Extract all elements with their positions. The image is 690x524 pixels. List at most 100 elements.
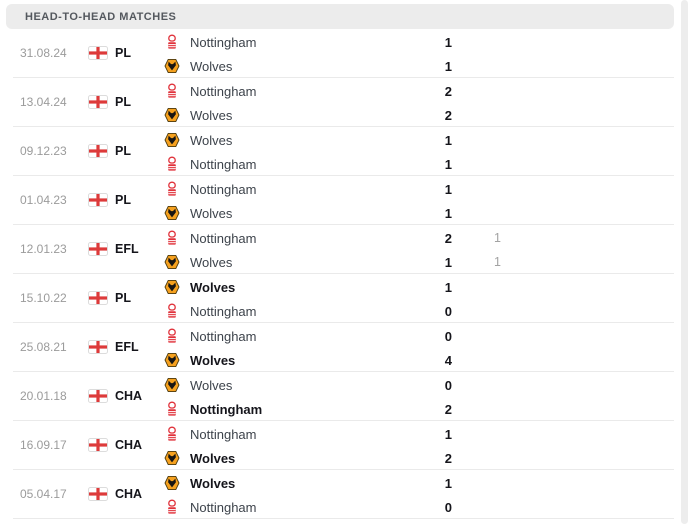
team-crest bbox=[164, 279, 180, 295]
team-name: Wolves bbox=[190, 132, 233, 148]
match-date: 15.10.22 bbox=[20, 291, 67, 305]
competition-wrap: PL bbox=[88, 95, 164, 109]
team-name: Nottingham bbox=[190, 401, 263, 417]
team-score: 1 bbox=[444, 475, 452, 491]
team-name: Nottingham bbox=[190, 328, 257, 344]
team-score: 1 bbox=[444, 181, 452, 197]
wolves-crest-icon bbox=[164, 475, 180, 491]
match-row[interactable]: 05.04.17 CHA bbox=[13, 470, 674, 519]
team-name: Nottingham bbox=[190, 34, 257, 50]
competition-label: PL bbox=[115, 95, 131, 109]
wolves-crest-icon bbox=[164, 279, 180, 295]
nottingham-crest-icon bbox=[168, 303, 176, 318]
team-score: 2 bbox=[444, 230, 452, 246]
competition-label: PL bbox=[115, 46, 131, 60]
competition-wrap: PL bbox=[88, 46, 164, 60]
team-score: 4 bbox=[444, 352, 452, 368]
competition-wrap: EFL bbox=[88, 340, 164, 354]
match-row[interactable]: 20.01.18 CHA bbox=[13, 372, 674, 421]
match-date: 09.12.23 bbox=[20, 144, 67, 158]
team-line: Wolves 1 bbox=[164, 128, 674, 152]
teams-block: Wolves 1 Nottingham bbox=[164, 469, 674, 519]
nottingham-crest-icon bbox=[168, 328, 176, 343]
england-flag-icon bbox=[88, 193, 108, 207]
team-name: Wolves bbox=[190, 352, 236, 368]
team-crest bbox=[164, 450, 180, 466]
team-crest bbox=[164, 58, 180, 74]
match-date: 12.01.23 bbox=[20, 242, 67, 256]
team-line: Nottingham 0 bbox=[164, 299, 674, 323]
wolves-crest-icon bbox=[164, 132, 180, 148]
teams-block: Wolves 1 Nottingham bbox=[164, 273, 674, 323]
team-line: Wolves 1 1 bbox=[164, 250, 674, 274]
england-flag-icon bbox=[88, 291, 108, 305]
match-date: 16.09.17 bbox=[20, 438, 67, 452]
wolves-crest-icon bbox=[164, 352, 180, 368]
team-crest bbox=[164, 377, 180, 393]
england-flag-icon bbox=[88, 144, 108, 158]
team-crest bbox=[164, 303, 180, 319]
matches-list: 31.08.24 PL bbox=[0, 29, 676, 519]
team-name: Wolves bbox=[190, 107, 233, 123]
competition-label: PL bbox=[115, 291, 131, 305]
team-score: 0 bbox=[444, 377, 452, 393]
match-row[interactable]: 31.08.24 PL bbox=[13, 29, 674, 78]
team-name: Wolves bbox=[190, 377, 233, 393]
team-score: 1 bbox=[444, 254, 452, 270]
competition-wrap: PL bbox=[88, 291, 164, 305]
competition-label: CHA bbox=[115, 487, 143, 501]
match-date: 25.08.21 bbox=[20, 340, 67, 354]
team-crest bbox=[164, 230, 180, 246]
match-row[interactable]: 16.09.17 CHA bbox=[13, 421, 674, 470]
match-row[interactable]: 01.04.23 PL bbox=[13, 176, 674, 225]
team-line: Wolves 4 bbox=[164, 348, 674, 372]
nottingham-crest-icon bbox=[168, 426, 176, 441]
team-crest bbox=[164, 254, 180, 270]
nottingham-crest-icon bbox=[168, 156, 176, 171]
wolves-crest-icon bbox=[164, 254, 180, 270]
team-name: Nottingham bbox=[190, 156, 257, 172]
team-crest bbox=[164, 499, 180, 515]
wolves-crest-icon bbox=[164, 58, 180, 74]
match-row[interactable]: 13.04.24 PL bbox=[13, 78, 674, 127]
team-line: Nottingham 0 bbox=[164, 324, 674, 348]
team-score: 1 bbox=[444, 279, 452, 295]
team-name: Nottingham bbox=[190, 230, 257, 246]
team-name: Nottingham bbox=[190, 499, 257, 515]
wolves-crest-icon bbox=[164, 377, 180, 393]
team-score: 2 bbox=[444, 83, 452, 99]
competition-label: CHA bbox=[115, 389, 143, 403]
competition-wrap: CHA bbox=[88, 389, 164, 403]
team-line: Wolves 1 bbox=[164, 54, 674, 78]
team-score: 1 bbox=[444, 156, 452, 172]
match-row[interactable]: 12.01.23 EFL bbox=[13, 225, 674, 274]
teams-block: Nottingham 1 Wolves bbox=[164, 420, 674, 470]
team-score: 1 bbox=[444, 426, 452, 442]
team-line: Nottingham 1 bbox=[164, 30, 674, 54]
competition-label: EFL bbox=[115, 242, 139, 256]
match-row[interactable]: 09.12.23 PL bbox=[13, 127, 674, 176]
vertical-scrollbar[interactable] bbox=[681, 0, 688, 524]
team-crest bbox=[164, 205, 180, 221]
team-crest bbox=[164, 34, 180, 50]
team-secondary-score: 1 bbox=[494, 231, 501, 245]
section-title: HEAD-TO-HEAD MATCHES bbox=[25, 10, 177, 23]
match-row[interactable]: 25.08.21 EFL bbox=[13, 323, 674, 372]
nottingham-crest-icon bbox=[168, 401, 176, 416]
team-line: Wolves 0 bbox=[164, 373, 674, 397]
match-row[interactable]: 15.10.22 PL bbox=[13, 274, 674, 323]
wolves-crest-icon bbox=[164, 205, 180, 221]
team-score: 0 bbox=[444, 303, 452, 319]
team-crest bbox=[164, 83, 180, 99]
competition-label: EFL bbox=[115, 340, 139, 354]
nottingham-crest-icon bbox=[168, 34, 176, 49]
england-flag-icon bbox=[88, 340, 108, 354]
team-score: 1 bbox=[444, 132, 452, 148]
nottingham-crest-icon bbox=[168, 230, 176, 245]
team-line: Nottingham 1 bbox=[164, 422, 674, 446]
team-name: Wolves bbox=[190, 279, 236, 295]
competition-wrap: PL bbox=[88, 193, 164, 207]
england-flag-icon bbox=[88, 95, 108, 109]
team-score: 0 bbox=[444, 499, 452, 515]
